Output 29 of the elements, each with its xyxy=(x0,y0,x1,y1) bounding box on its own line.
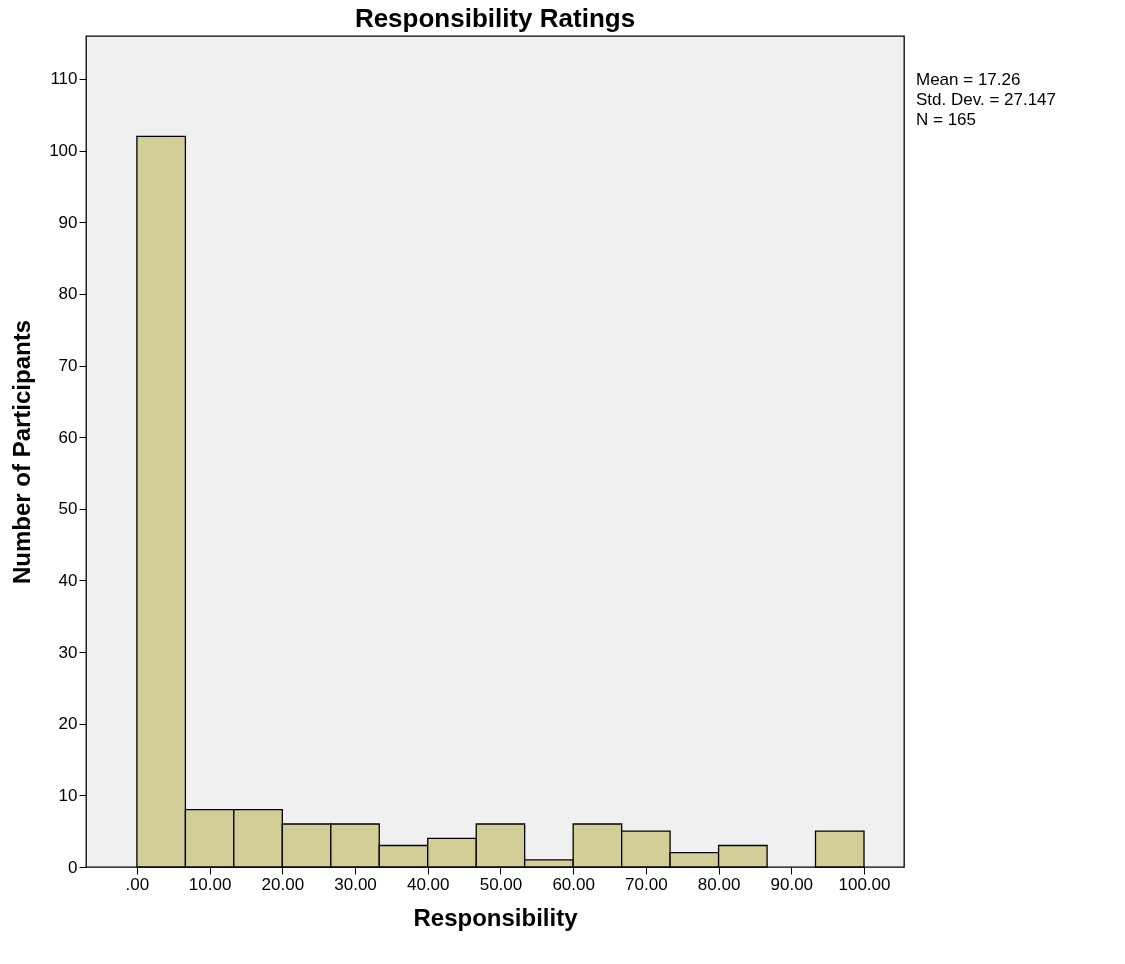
text: N = 165 xyxy=(916,110,977,129)
x-axis-title: Responsibility xyxy=(413,903,579,931)
y-tick-label: 70 xyxy=(58,356,78,376)
y-tick-label: 90 xyxy=(58,212,78,232)
y-tick-label: 30 xyxy=(58,642,78,662)
y-axis-title: Number of Participants xyxy=(8,319,36,585)
x-tick-label: 50.00 xyxy=(479,874,523,894)
x-tick-label: 70.00 xyxy=(625,874,668,894)
y-tick-label: 110 xyxy=(50,69,78,89)
x-tick-label: 90.00 xyxy=(770,874,814,894)
y-tick-label: 10 xyxy=(58,785,78,805)
x-tick-label: .00 xyxy=(125,874,150,894)
text: Mean = 17.26 xyxy=(916,70,1021,89)
x-tick-label: 20.00 xyxy=(261,874,305,894)
y-tick-label: 50 xyxy=(58,499,78,519)
x-tick-label: 80.00 xyxy=(697,874,741,894)
x-tick-label: 60.00 xyxy=(552,874,595,894)
chart-title: Responsibility Ratings xyxy=(354,3,636,33)
y-tick-label: 100 xyxy=(49,141,78,161)
y-tick-label: 80 xyxy=(58,284,78,304)
text: Std. Dev. = 27.147 xyxy=(916,90,1057,109)
y-tick-label: 20 xyxy=(58,714,78,734)
x-tick-label: 100.00 xyxy=(838,874,891,894)
y-tick-label: 40 xyxy=(58,570,78,590)
x-tick-label: 30.00 xyxy=(334,874,377,894)
x-tick-label: 10.00 xyxy=(188,874,232,894)
y-tick-label: 0 xyxy=(68,857,78,877)
y-tick-label: 60 xyxy=(58,427,78,447)
x-tick-label: 40.00 xyxy=(406,874,450,894)
